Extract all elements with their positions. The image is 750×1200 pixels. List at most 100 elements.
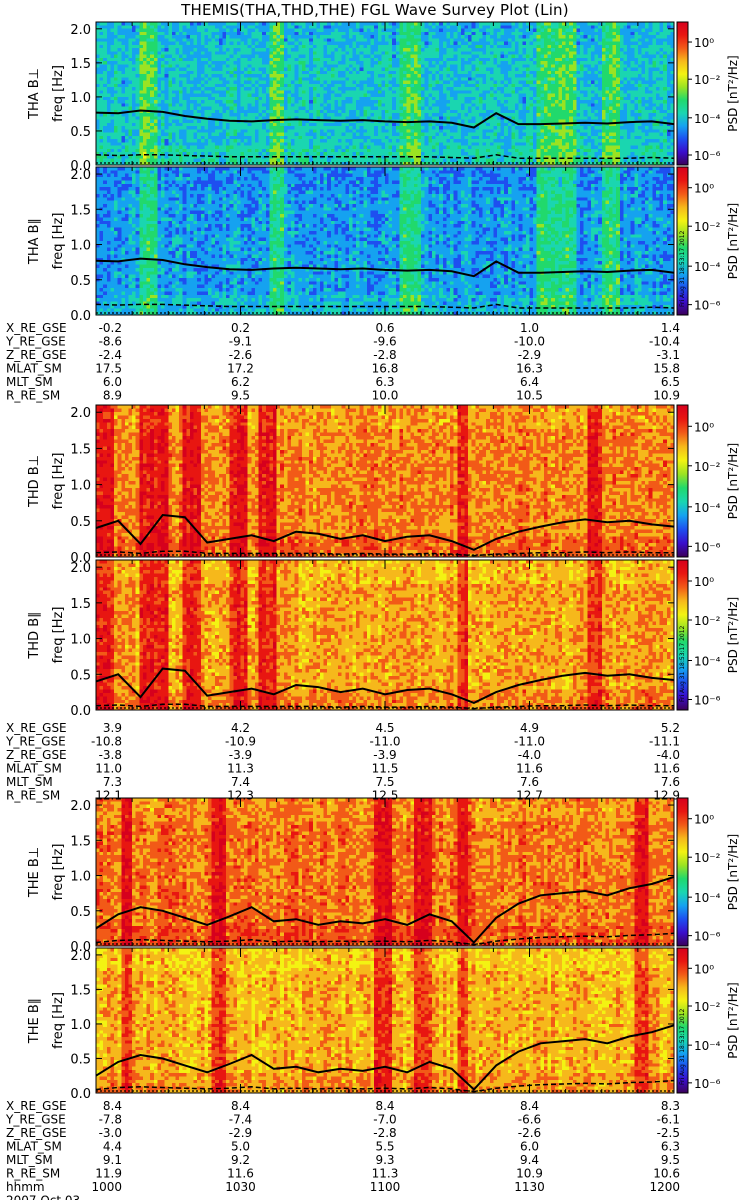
ephemeris-value: -10.8 <box>91 735 122 749</box>
y-tick-label: 1.5 <box>70 57 91 72</box>
y-tick-label: 0.0 <box>70 159 91 174</box>
fce-trace <box>95 513 675 551</box>
ephemeris-value: 7.3 <box>103 775 122 789</box>
ephemeris-value: -0.2 <box>99 321 122 335</box>
ephemeris-value: -10.4 <box>649 335 680 349</box>
ephemeris-row-label: Z_RE_GSE <box>6 748 67 762</box>
overlay-layer: 0.0 0.5 1.0 1.5 2.0 THA B⊥ freq [Hz] 10⁰ 10⁻² 10⁻… <box>5 21 740 1200</box>
colorbar-tick-label: 10⁻² <box>694 73 721 87</box>
ephemeris-value: 6.0 <box>103 375 122 389</box>
ephemeris-row-label: X_RE_GSE <box>6 321 67 335</box>
colorbar-tick-label: 10⁰ <box>694 36 714 50</box>
spectrogram-tha-par <box>96 167 674 315</box>
ephemeris-value: -11.0 <box>514 735 545 749</box>
ephemeris-value: -8.6 <box>99 335 122 349</box>
colorbar-tick-label: 10⁻⁴ <box>694 501 721 515</box>
colorbar-label: PSD [nT²/Hz] <box>726 982 740 1058</box>
ephemeris-value: -11.1 <box>649 735 680 749</box>
ephemeris-value: 6.5 <box>661 375 680 389</box>
spectrogram-thd-perp <box>96 405 674 557</box>
ephemeris-value: 6.3 <box>661 1140 680 1154</box>
y-tick-label: 0.0 <box>70 1087 91 1102</box>
time-footer: hhmm 1000 1030 1100 1130 1200 2007 Oct 03 <box>6 1180 680 1200</box>
ephemeris-value: -4.0 <box>518 748 541 762</box>
ephemeris-value: 6.0 <box>520 1140 539 1154</box>
ephemeris-value: 9.5 <box>661 1153 680 1167</box>
ephemeris-value: 5.5 <box>375 1140 394 1154</box>
ephemeris-value: -3.0 <box>99 1126 122 1140</box>
y-tick-label: 1.0 <box>70 1018 91 1033</box>
ephemeris-row-label: MLT_SM <box>6 1153 53 1167</box>
colorbar <box>676 559 689 711</box>
ephemeris-value: 6.4 <box>520 375 539 389</box>
ephemeris-value: 9.5 <box>231 389 250 403</box>
ephemeris-value: -6.6 <box>518 1113 541 1127</box>
colorbar-tick-label: 10⁻⁶ <box>694 1077 721 1091</box>
ephemeris-value: -3.8 <box>99 748 122 762</box>
spectrogram-layer <box>96 22 674 1093</box>
ephemeris-value: -6.1 <box>657 1113 680 1127</box>
timestamp: Fri Aug 31 18:53:17 2012 <box>679 625 686 702</box>
y-tick-label: 1.5 <box>70 597 91 612</box>
ephemeris-value: 7.6 <box>520 775 539 789</box>
ephemeris-value: 12.1 <box>95 789 122 803</box>
y-tick-label: 0.5 <box>70 515 91 530</box>
ephemeris-value: 11.0 <box>95 762 122 776</box>
timestamp: Fri Aug 31 18:53:17 2012 <box>679 1008 686 1085</box>
ephemeris-value: 10.6 <box>653 1167 680 1181</box>
ephemeris-value: 12.9 <box>653 789 680 803</box>
colorbar-label: PSD [nT²/Hz] <box>726 55 740 131</box>
colorbar-tick-label: 10⁻⁴ <box>694 655 721 669</box>
colorbar-tick-label: 10⁻⁶ <box>694 930 721 944</box>
y-tick-label: 0.5 <box>70 905 91 920</box>
ephemeris-value: 8.4 <box>375 1099 394 1113</box>
ephemeris-row-label: MLT_SM <box>6 375 53 389</box>
ephemeris-value: 4.5 <box>375 721 394 735</box>
colorbar <box>676 797 689 947</box>
ephemeris-value: -2.6 <box>229 348 252 362</box>
ephemeris-value: -2.8 <box>373 348 396 362</box>
y-tick-label: 0.0 <box>70 309 91 324</box>
ephemeris-value: -10.9 <box>225 735 256 749</box>
y-tick-label: 2.0 <box>70 949 91 964</box>
time-label: 1030 <box>225 1180 256 1194</box>
colorbar-tick-label: 10⁰ <box>694 962 714 976</box>
time-label: 1200 <box>649 1180 680 1194</box>
fce-trace <box>95 1024 675 1091</box>
ephemeris-value: -9.6 <box>373 335 396 349</box>
y-tick-label: 1.0 <box>70 91 91 106</box>
y-tick-label: 2.0 <box>70 406 91 421</box>
ephemeris-value: 11.6 <box>516 762 543 776</box>
colorbar-tick-label: 10⁻⁶ <box>694 299 721 313</box>
ephemeris-value: 8.4 <box>520 1099 539 1113</box>
ephemeris-thd: X_RE_GSE 3.9 4.2 4.5 4.9 5.2 Y_RE_GSE -10.8 -10.… <box>5 721 680 803</box>
y-tick-label: 0.5 <box>70 668 91 683</box>
y-tick-label: 2.0 <box>70 168 91 183</box>
colorbar-tick-label: 10⁻² <box>694 851 721 865</box>
ephemeris-value: 5.0 <box>231 1140 250 1154</box>
ephemeris-row-label: R_RE_SM <box>6 789 60 803</box>
ephemeris-value: -2.4 <box>99 348 122 362</box>
y-tick-label: 1.0 <box>70 633 91 648</box>
ephemeris-value: 6.3 <box>375 375 394 389</box>
colorbar-label: PSD [nT²/Hz] <box>726 834 740 910</box>
colorbar-tick-label: 10⁻⁴ <box>694 891 721 905</box>
time-label: 1100 <box>370 1180 401 1194</box>
spectrogram-the-perp <box>96 798 674 946</box>
spectrogram-image <box>96 22 674 165</box>
panel-label: THD B∥ <box>27 611 42 659</box>
ephemeris-value: -3.1 <box>657 348 680 362</box>
ephemeris-value: 8.9 <box>103 389 122 403</box>
ephemeris-value: 12.7 <box>516 789 543 803</box>
ephemeris-row-label: R_RE_SM <box>6 1167 60 1181</box>
ephemeris-value: -2.9 <box>518 348 541 362</box>
ephemeris-row-label: MLT_SM <box>6 775 53 789</box>
colorbar-tick-label: 10⁻⁴ <box>694 1039 721 1053</box>
ephemeris-value: 7.6 <box>661 775 680 789</box>
ephemeris-value: -2.6 <box>518 1126 541 1140</box>
ephemeris-row-label: Z_RE_GSE <box>6 348 67 362</box>
y-tick-label: 1.0 <box>70 239 91 254</box>
spectrogram-the-par <box>96 948 674 1093</box>
y-tick-label: 2.0 <box>70 561 91 576</box>
colorbar <box>676 947 689 1094</box>
